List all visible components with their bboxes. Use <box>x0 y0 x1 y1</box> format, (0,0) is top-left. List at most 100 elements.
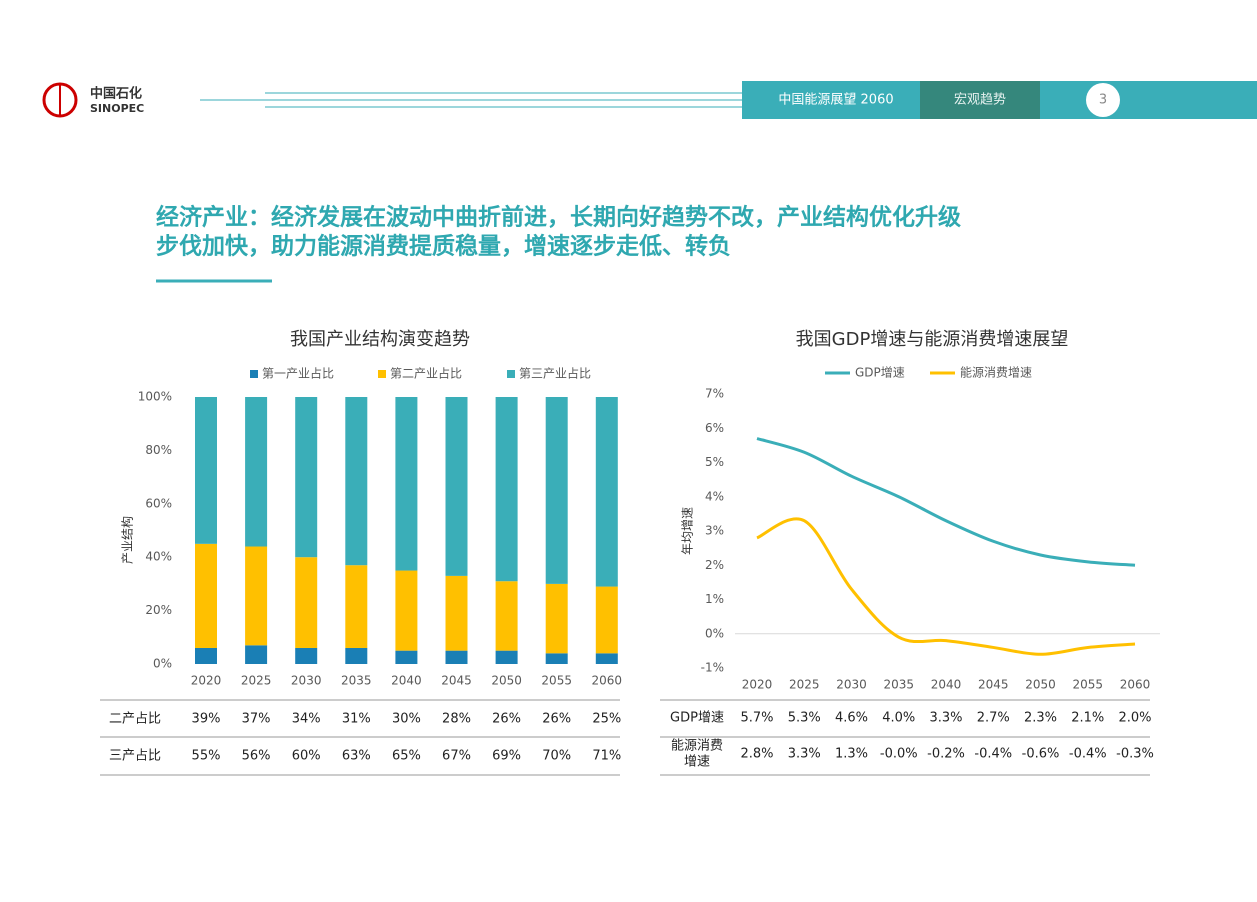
bar-segment <box>495 581 518 651</box>
bar-segment <box>295 647 318 664</box>
row-label: 三产占比 <box>109 749 161 764</box>
report-name: 中国能源展望 2060 <box>778 92 893 108</box>
x-tick-label: 2030 <box>291 674 322 688</box>
y-tick-label: 20% <box>145 603 172 617</box>
y-tick-label: 1% <box>705 592 724 606</box>
logo-cn: 中国石化 <box>90 86 142 102</box>
bar-segment <box>495 397 518 582</box>
table-cell: -0.3% <box>1116 747 1154 762</box>
table-cell: 67% <box>442 749 471 764</box>
table-cell: -0.4% <box>1069 747 1107 762</box>
table-cell: 25% <box>592 712 621 727</box>
x-tick-label: 2030 <box>836 678 867 692</box>
bar-segment <box>245 645 268 664</box>
x-tick-label: 2035 <box>883 678 914 692</box>
x-tick-label: 2035 <box>341 674 372 688</box>
table-cell: 5.3% <box>788 711 821 726</box>
table-cell: 26% <box>492 712 521 727</box>
y-tick-label: 6% <box>705 421 724 435</box>
bar-segment <box>545 583 568 654</box>
bar-segment <box>495 650 518 664</box>
bar-segment <box>345 397 368 566</box>
page-badge <box>1086 83 1120 117</box>
row-label: 能源消费 <box>671 739 723 754</box>
y-tick-label: 2% <box>705 558 724 572</box>
y-tick-label: 100% <box>138 390 172 404</box>
y-tick-label: 60% <box>145 496 172 510</box>
bar-segment <box>345 565 368 648</box>
bar-segment <box>195 543 217 648</box>
title-line: 经济产业：经济发展在波动中曲折前进，长期向好趋势不改，产业结构优化升级 <box>156 204 961 231</box>
table-cell: 39% <box>192 712 221 727</box>
table-cell: -0.0% <box>880 747 918 762</box>
x-tick-label: 2055 <box>541 674 572 688</box>
bar-segment <box>595 586 618 654</box>
table-cell: 65% <box>392 749 421 764</box>
table-cell: 55% <box>192 749 221 764</box>
bar-segment <box>595 397 618 587</box>
logo: 中国石化 SINOPEC <box>42 82 144 118</box>
legend-label: 第二产业占比 <box>390 366 462 381</box>
bar-segment <box>395 397 418 571</box>
table-cell: 3.3% <box>929 711 962 726</box>
table-cell: -0.2% <box>927 747 965 762</box>
bar-segment <box>445 575 468 651</box>
y-tick-label: 80% <box>145 443 172 457</box>
chart-title: 我国GDP增速与能源消费增速展望 <box>796 329 1069 350</box>
row-label: GDP增速 <box>670 711 724 726</box>
table-cell: 31% <box>342 712 371 727</box>
table-cell: 4.0% <box>882 711 915 726</box>
table-cell: 37% <box>242 712 271 727</box>
bar-segment <box>395 650 418 664</box>
line-series <box>756 517 1136 656</box>
table-cell: 30% <box>392 712 421 727</box>
table-cell: 63% <box>342 749 371 764</box>
table-cell: 71% <box>592 749 621 764</box>
page-number: 3 <box>1099 93 1107 108</box>
section-band <box>920 81 1040 119</box>
x-tick-label: 2020 <box>191 674 222 688</box>
y-tick-label: 4% <box>705 489 724 503</box>
y-tick-label: 0% <box>705 626 724 640</box>
table-cell: 34% <box>292 712 321 727</box>
y-tick-label: 5% <box>705 455 724 469</box>
table-cell: 4.6% <box>835 711 868 726</box>
title-line: 步伐加快，助力能源消费提质稳量，增速逐步走低、转负 <box>156 233 731 260</box>
y-tick-label: 40% <box>145 550 172 564</box>
y-tick-label: 3% <box>705 524 724 538</box>
bar-segment <box>345 647 368 664</box>
x-tick-label: 2045 <box>441 674 472 688</box>
bar-segment <box>445 397 468 576</box>
legend-swatch <box>250 370 258 378</box>
legend-swatch <box>507 370 515 378</box>
bar-segment <box>295 557 318 648</box>
x-tick-label: 2060 <box>592 674 623 688</box>
table-cell: 2.8% <box>740 747 773 762</box>
table-cell: 5.7% <box>740 711 773 726</box>
table-cell: 56% <box>242 749 271 764</box>
table-cell: -0.6% <box>1022 747 1060 762</box>
logo-en: SINOPEC <box>90 102 144 115</box>
table-cell: 1.3% <box>835 747 868 762</box>
row-label: 增速 <box>684 755 710 770</box>
legend-swatch <box>378 370 386 378</box>
chart-title: 我国产业结构演变趋势 <box>290 329 470 350</box>
table-cell: 26% <box>542 712 571 727</box>
bar-segment <box>245 546 268 646</box>
x-tick-label: 2025 <box>789 678 820 692</box>
table-cell: 60% <box>292 749 321 764</box>
y-tick-label: 0% <box>153 657 172 671</box>
legend-label: 能源消费增速 <box>960 366 1032 380</box>
section-name: 宏观趋势 <box>954 92 1006 108</box>
y-tick-label: -1% <box>701 661 724 675</box>
legend-label: 第三产业占比 <box>519 366 591 381</box>
table-cell: 2.7% <box>977 711 1010 726</box>
x-tick-label: 2040 <box>391 674 422 688</box>
x-tick-label: 2055 <box>1072 678 1103 692</box>
bar-segment <box>195 647 217 664</box>
bar-segment <box>595 653 618 664</box>
bar-segment <box>445 650 468 664</box>
table-cell: 69% <box>492 749 521 764</box>
bar-segment <box>245 397 268 547</box>
